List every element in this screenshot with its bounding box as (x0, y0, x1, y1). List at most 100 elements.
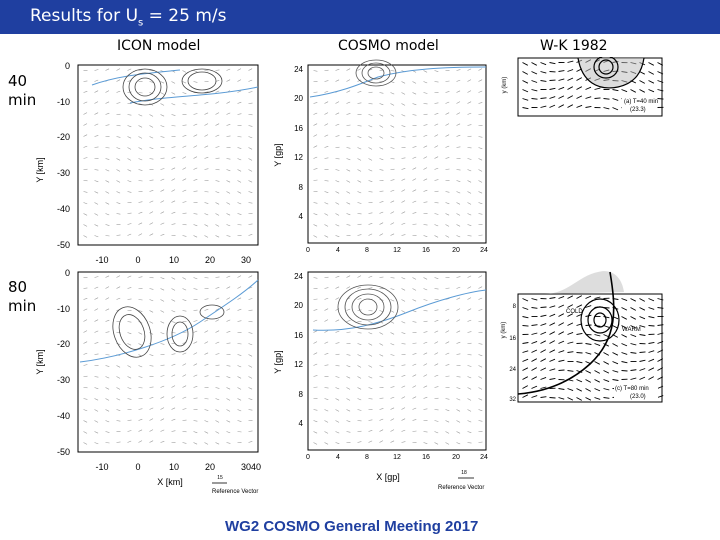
svg-text:-10: -10 (95, 462, 108, 472)
wind-vector (313, 442, 318, 445)
wind-vector (127, 275, 132, 278)
wind-vector (149, 92, 154, 95)
wind-vector (576, 388, 583, 392)
wind-vector (182, 408, 187, 410)
wind-vector (412, 135, 417, 137)
wind-vector (467, 297, 472, 300)
wind-vector (478, 354, 483, 357)
wind-vector (324, 123, 329, 126)
wind-vector (478, 158, 483, 161)
wind-vector (379, 136, 384, 139)
wind-vector (94, 376, 99, 378)
wk-40min-panel: y (km) (a) T=40 min (23.3) (502, 57, 664, 117)
wind-vector (182, 156, 187, 159)
wind-vector (204, 442, 209, 445)
wind-vector (594, 370, 601, 374)
wind-vector (401, 396, 406, 399)
wind-vector (657, 332, 664, 335)
wind-vector (215, 431, 220, 434)
wind-vector (401, 178, 406, 181)
wind-vector (149, 211, 154, 214)
wind-vector (478, 102, 483, 104)
wind-vector (558, 397, 565, 400)
wind-vector (346, 387, 351, 390)
wind-vector (138, 201, 143, 203)
wind-vector (226, 319, 231, 322)
wind-vector (248, 430, 253, 432)
wind-vector (531, 367, 538, 371)
svg-text:8: 8 (299, 390, 304, 399)
wind-vector (567, 295, 574, 299)
wind-vector (357, 158, 362, 161)
svg-text:20: 20 (294, 301, 303, 310)
wind-vector (456, 134, 461, 137)
wind-vector (390, 310, 395, 313)
wind-vector (639, 325, 646, 328)
wind-vector (160, 385, 165, 388)
wind-vector (215, 387, 220, 389)
wind-vector (657, 367, 664, 371)
wind-vector (324, 431, 329, 434)
wind-vector (138, 222, 143, 225)
wind-vector (379, 408, 384, 410)
wind-vector (127, 233, 132, 236)
wind-vector (237, 431, 242, 433)
wind-vector (445, 134, 450, 137)
wind-vector (445, 112, 450, 115)
wind-vector (160, 125, 165, 128)
wind-vector (657, 80, 664, 83)
wind-vector (160, 343, 165, 345)
y-tick-labels: 8 16 24 32 (509, 304, 516, 403)
wind-vector (313, 431, 318, 434)
wind-vector (237, 180, 242, 183)
svg-text:24: 24 (294, 272, 303, 281)
wind-vector (467, 365, 472, 367)
wind-vector (456, 353, 461, 355)
wind-vector (127, 158, 132, 161)
wind-vector (182, 235, 187, 237)
wind-vector (83, 191, 88, 193)
wind-vector (105, 354, 110, 356)
wind-vector (522, 376, 529, 380)
wind-vector (423, 277, 428, 280)
wind-vector (193, 288, 198, 290)
wind-vector (94, 101, 99, 104)
row-label-40min: 40 min (8, 72, 37, 109)
wind-vector (357, 202, 362, 204)
wind-vector (390, 440, 395, 443)
svg-text:16: 16 (422, 454, 430, 461)
wind-vector (193, 213, 198, 215)
wind-vector (215, 330, 220, 333)
wind-vector (585, 397, 592, 401)
wind-vector (368, 354, 373, 357)
wind-vector (94, 202, 99, 205)
wind-vector (313, 123, 318, 126)
svg-text:0: 0 (306, 247, 310, 254)
wind-vector (193, 81, 198, 83)
svg-text:0: 0 (306, 454, 310, 461)
wind-vector (313, 420, 318, 423)
wind-vector (171, 114, 176, 116)
wind-vector (423, 363, 428, 366)
wind-vector (423, 224, 428, 226)
wind-vector (401, 277, 406, 280)
wind-vector (226, 431, 231, 434)
wind-vector (226, 235, 231, 237)
wind-vector (603, 379, 610, 383)
wind-vector (313, 352, 318, 355)
wind-vector (621, 352, 628, 355)
wind-vector (105, 431, 110, 433)
wind-vector (412, 146, 417, 148)
wind-vector (612, 107, 619, 111)
wind-vector (160, 81, 165, 84)
wind-vector (423, 201, 428, 203)
wind-vector (204, 191, 209, 193)
wind-vector (379, 103, 384, 106)
wind-vector (434, 309, 439, 311)
wind-vector (567, 304, 574, 308)
wind-vector (639, 298, 646, 302)
wind-vector (160, 310, 165, 313)
wind-vector (127, 321, 132, 323)
wind-vector (160, 222, 165, 225)
warm-label: WARM (622, 327, 641, 333)
